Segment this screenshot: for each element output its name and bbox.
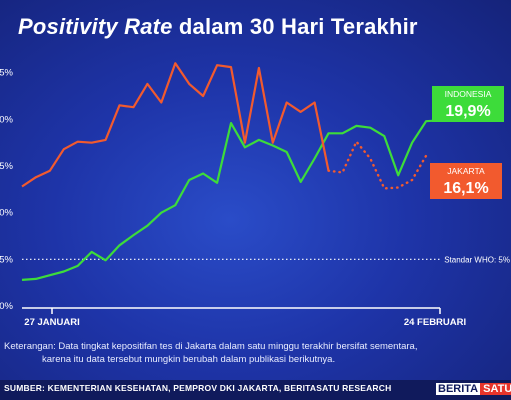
y-tick-label: 5%	[0, 254, 14, 265]
series-value: 16,1%	[443, 180, 488, 197]
footnote-line-2: karena itu data tersebut mungkin berubah…	[42, 354, 336, 365]
logo-part-1: BERITA	[436, 383, 481, 395]
beritasatu-logo: BERITA SATU	[436, 382, 511, 397]
series-jakarta-dotted	[327, 139, 428, 190]
series-name: INDONESIA	[445, 89, 492, 99]
series-jakarta-line	[21, 62, 330, 188]
title-rest: dalam 30 Hari Terakhir	[172, 14, 418, 39]
positivity-line-chart: 0% 5% 10% 15% 20% 25% Standar WHO: 5% 27 JANU…	[0, 62, 510, 328]
x-label-start: 27 JANUARI	[24, 317, 79, 328]
y-tick-label: 0%	[0, 301, 14, 312]
label-box	[432, 86, 504, 122]
source-text: SUMBER: KEMENTERIAN KESEHATAN, PEMPROV D…	[4, 383, 392, 393]
series-layer	[21, 62, 441, 281]
footnote-line-1: Keterangan: Data tingkat kepositifan tes…	[4, 341, 418, 352]
footer-bar: SUMBER: KEMENTERIAN KESEHATAN, PEMPROV D…	[0, 380, 511, 400]
y-tick-label: 25%	[0, 68, 14, 79]
y-tick-label: 15%	[0, 161, 14, 172]
y-tick-label: 10%	[0, 208, 14, 219]
logo-part-2: SATU	[480, 383, 511, 395]
series-labels: INDONESIA 19,9% JAKARTA 16,1%	[430, 86, 504, 199]
series-indonesia-line	[21, 119, 441, 281]
title-italic: Positivity Rate	[18, 14, 173, 39]
series-name: JAKARTA	[447, 166, 485, 176]
y-tick-label: 20%	[0, 114, 14, 125]
series-label-indonesia: INDONESIA 19,9%	[432, 86, 504, 122]
series-label-jakarta: JAKARTA 16,1%	[430, 156, 502, 199]
footnote: Keterangan: Data tingkat kepositifan tes…	[4, 340, 484, 366]
x-label-end: 24 FEBRUARI	[404, 317, 466, 328]
page-title: Positivity Rate dalam 30 Hari Terakhir	[18, 14, 418, 40]
y-axis-ticks: 0% 5% 10% 15% 20% 25%	[0, 68, 14, 312]
series-value: 19,9%	[445, 103, 490, 120]
label-box	[430, 163, 502, 199]
who-standard-label: Standar WHO: 5%	[444, 255, 510, 264]
